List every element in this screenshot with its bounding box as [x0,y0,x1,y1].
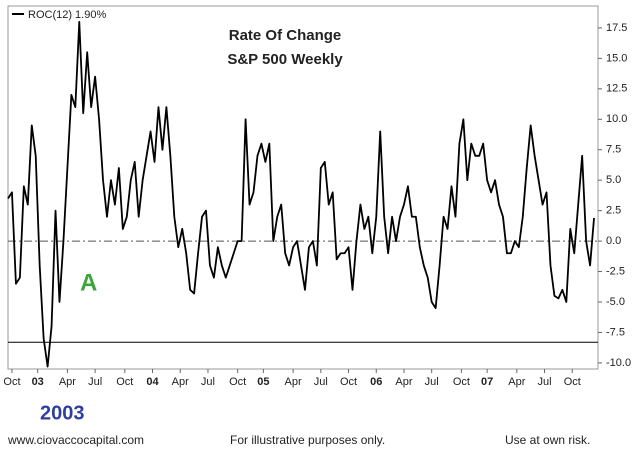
x-tick-label: Apr [59,376,76,388]
y-tick-label: 5.0 [606,174,621,186]
x-tick-label: Jul [314,376,328,388]
footer-text: For illustrative purposes only. [230,433,385,447]
chart-subtitle: S&P 500 Weekly [227,51,343,68]
y-tick-label: 0.0 [606,235,621,247]
y-tick-label: 7.5 [606,144,621,156]
annotation: 2003 [40,402,85,424]
x-tick-label: Jul [201,376,215,388]
footer-text: Use at own risk. [505,433,590,447]
y-tick-label: 2.5 [606,205,621,217]
y-tick-label: 10.0 [606,113,627,125]
annotation: A [80,269,97,296]
x-tick-label: 03 [32,376,44,388]
y-tick-label: 15.0 [606,52,627,64]
x-tick-label: Oct [3,376,20,388]
x-tick-label: Oct [229,376,246,388]
y-tick-label: 17.5 [606,22,627,34]
y-tick-label: 12.5 [606,83,627,95]
x-tick-label: Oct [116,376,133,388]
y-tick-label: -7.5 [606,326,625,338]
plot-area [7,5,599,370]
x-tick-label: 06 [370,376,382,388]
x-tick-label: Apr [395,376,412,388]
chart-title: Rate Of Change [229,27,342,44]
x-tick-label: Apr [172,376,189,388]
x-tick-label: Oct [453,376,470,388]
x-tick-label: Apr [508,376,525,388]
y-tick-label: -5.0 [606,296,625,308]
x-tick-label: Apr [285,376,302,388]
x-tick-label: Jul [538,376,552,388]
x-tick-label: 07 [481,376,493,388]
legend-label: ROC(12) 1.90% [28,9,106,21]
footer-text: www.ciovaccocapital.com [7,433,144,447]
x-tick-label: Jul [88,376,102,388]
y-tick-label: -10.0 [606,357,631,369]
x-tick-label: Oct [340,376,357,388]
x-tick-label: 04 [146,376,159,388]
x-tick-label: Oct [564,376,581,388]
x-tick-label: 05 [257,376,269,388]
line-series [7,20,595,368]
x-tick-label: Jul [425,376,439,388]
y-tick-label: -2.5 [606,265,625,277]
